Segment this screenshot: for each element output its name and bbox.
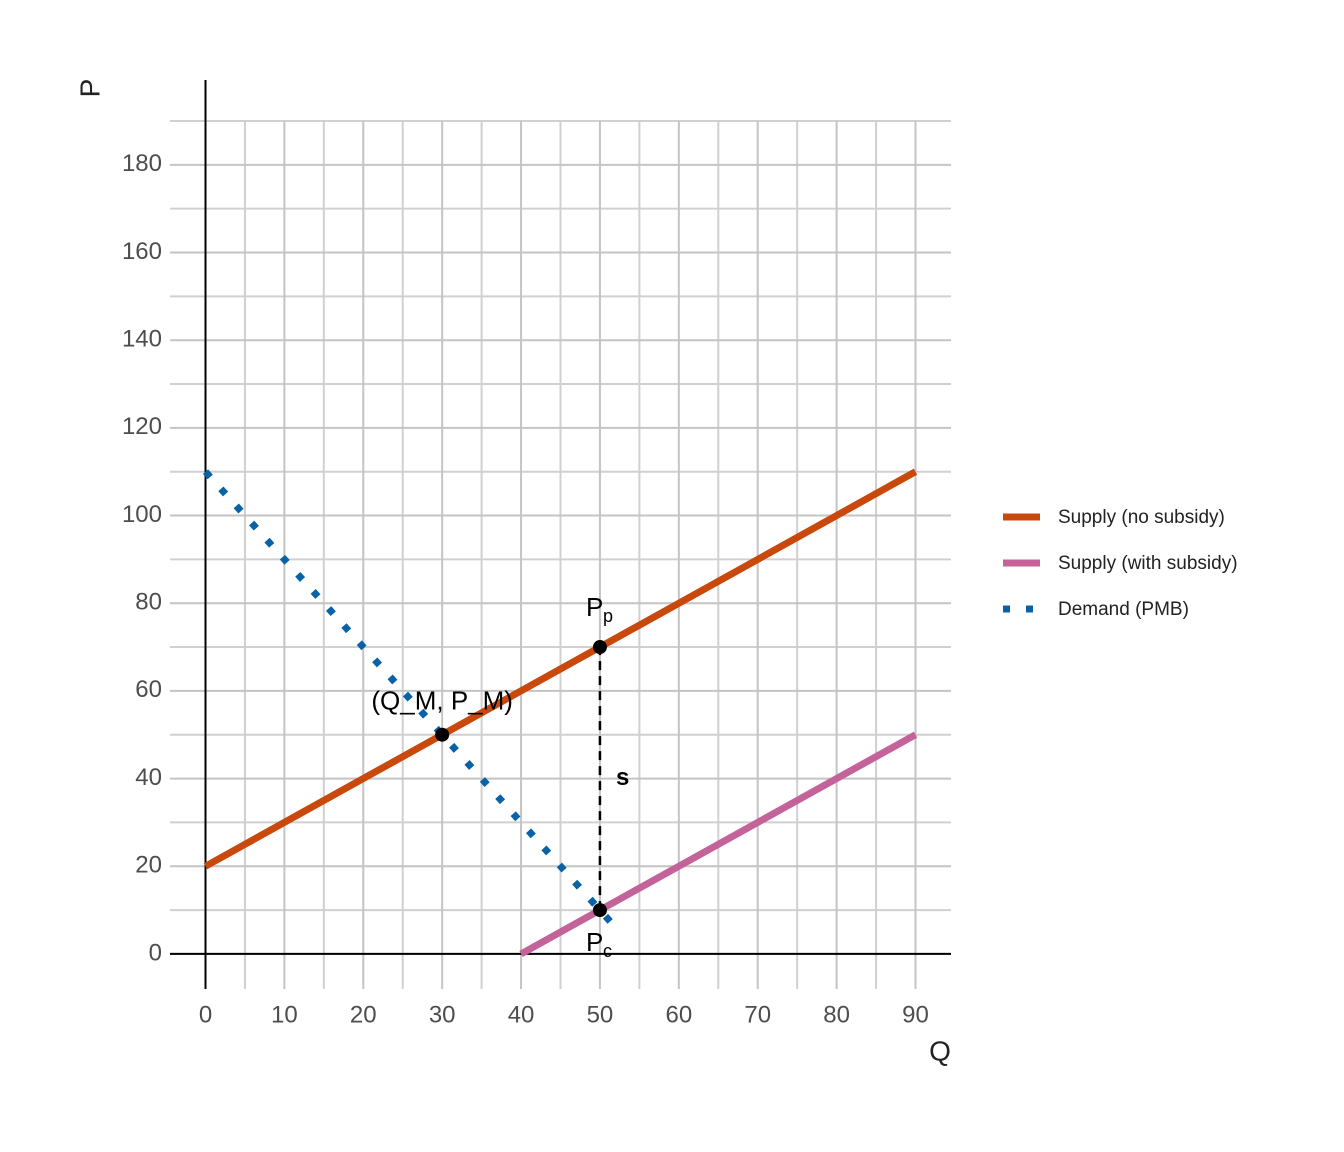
point	[592, 640, 607, 655]
y-tick-label: 100	[122, 501, 162, 528]
annotation: s	[616, 764, 629, 791]
y-tick-label: 0	[149, 939, 162, 966]
legend-label: Supply (no subsidy)	[1058, 507, 1225, 528]
annotation-subscript: c	[603, 941, 612, 961]
y-tick-label: 160	[122, 238, 162, 265]
annotation: P	[586, 592, 603, 622]
x-tick-label: 90	[902, 1001, 929, 1028]
x-tick-label: 20	[350, 1001, 377, 1028]
y-tick-label: 140	[122, 326, 162, 353]
x-tick-label: 10	[271, 1001, 298, 1028]
x-tick-label: 80	[823, 1001, 850, 1028]
x-tick-label: 0	[199, 1001, 212, 1028]
point	[435, 727, 450, 742]
annotation: P	[586, 927, 603, 957]
series-line	[203, 468, 918, 870]
x-tick-label: 70	[744, 1001, 771, 1028]
series-line	[519, 731, 918, 957]
annotation-subscript: p	[603, 606, 613, 626]
legend-label: Demand (PMB)	[1058, 599, 1189, 620]
y-tick-label: 180	[122, 150, 162, 177]
x-tick-label: 50	[587, 1001, 614, 1028]
y-tick-label: 120	[122, 413, 162, 440]
point	[592, 903, 607, 918]
x-tick-label: 40	[508, 1001, 535, 1028]
x-tick-label: 60	[665, 1001, 692, 1028]
y-axis-title: P	[74, 79, 105, 98]
x-axis-title: Q	[929, 1035, 951, 1066]
legend-label: Supply (with subsidy)	[1058, 553, 1238, 574]
y-tick-label: 40	[135, 764, 162, 791]
y-tick-label: 60	[135, 676, 162, 703]
y-tick-label: 80	[135, 589, 162, 616]
y-tick-label: 20	[135, 852, 162, 879]
x-tick-label: 30	[429, 1001, 456, 1028]
annotation: (Q_M, P_M)	[371, 686, 513, 716]
